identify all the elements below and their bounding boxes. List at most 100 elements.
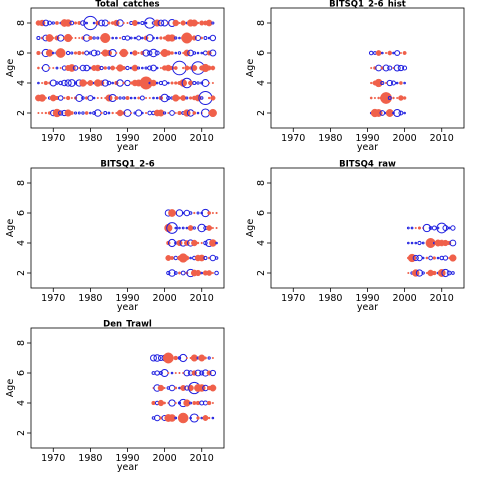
bubble-positive: [148, 96, 151, 100]
bubble-positive: [398, 95, 404, 101]
bubble-positive: [163, 401, 166, 405]
bubble-positive: [45, 34, 54, 42]
bubble-negative: [166, 222, 178, 234]
y-tick-label: 4: [16, 240, 27, 246]
bubble-positive: [206, 270, 212, 276]
y-tick-label: 6: [16, 370, 27, 376]
y-tick-label: 2: [16, 270, 27, 276]
y-tick-label: 6: [16, 210, 27, 216]
bubble-negative: [415, 269, 424, 277]
bubble-negative: [447, 226, 451, 230]
bubble-positive: [145, 96, 148, 100]
bubble-positive: [208, 81, 211, 85]
bubble-negative: [416, 254, 423, 262]
bubble-positive: [208, 108, 217, 118]
y-tick-label: 2: [16, 110, 27, 116]
bubble-negative: [209, 254, 217, 262]
bubble-negative: [410, 226, 414, 230]
bubble-positive: [137, 96, 141, 100]
bubble-negative: [194, 369, 202, 377]
x-tick-label: 1980: [78, 133, 102, 144]
bubble-positive: [54, 35, 60, 41]
y-tick-label: 8: [16, 20, 27, 26]
x-tick-label: 1980: [78, 293, 102, 304]
bubble-negative: [154, 50, 160, 56]
bubble-positive: [168, 414, 176, 422]
bubble-positive: [168, 34, 176, 42]
bubble-negative: [215, 241, 218, 245]
x-axis-label: year: [357, 142, 378, 153]
bubble-negative: [152, 96, 155, 100]
bubble-negative: [124, 35, 131, 41]
bubble-positive: [185, 356, 188, 360]
bubble-positive: [182, 66, 185, 70]
bubble-negative: [192, 80, 197, 86]
bubble-positive: [174, 401, 177, 405]
bubble-negative: [173, 255, 178, 261]
bubble-negative: [49, 79, 57, 87]
plot-frame: [270, 7, 465, 129]
bubble-negative: [96, 36, 100, 40]
bubble-negative: [145, 34, 154, 42]
bubble-negative: [181, 226, 185, 230]
panel-title: BITSQ4_raw: [339, 160, 396, 170]
y-tick-label: 4: [256, 80, 267, 86]
bubble-positive: [183, 109, 191, 117]
panel-2: BITSQ1_2-6_hist 1970 1980 1990 2000 2010 2 4 6 8 y…: [245, 0, 465, 153]
bubble-positive: [36, 50, 41, 56]
bubble-positive: [369, 96, 373, 100]
bubble-negative: [192, 51, 197, 55]
bubble-negative: [175, 209, 184, 217]
bubble-positive: [45, 49, 54, 57]
bubble-negative: [92, 111, 97, 115]
bubble-positive: [196, 241, 200, 245]
bubble-positive: [88, 35, 93, 41]
bubble-negative: [125, 65, 130, 71]
bubble-negative: [98, 19, 105, 27]
bubble-negative: [214, 270, 219, 276]
bubble-positive: [407, 271, 410, 275]
bubble-negative: [168, 269, 176, 277]
bubble-negative: [107, 111, 111, 115]
bubble-positive: [59, 66, 62, 70]
bubble-negative: [209, 369, 217, 377]
bubble-positive: [203, 356, 207, 360]
x-tick-label: 2000: [393, 133, 417, 144]
bubble-positive: [211, 401, 214, 405]
bubble-positive: [189, 36, 192, 40]
bubble-positive: [55, 21, 59, 25]
bubble-negative: [192, 226, 196, 230]
x-tick-label: 2000: [153, 453, 177, 464]
bubble-positive: [150, 79, 157, 87]
bubble-negative: [174, 51, 178, 55]
bubble-negative: [144, 21, 148, 25]
bubble-negative: [73, 111, 78, 115]
bubble-negative: [89, 66, 92, 70]
bubble-negative: [155, 36, 159, 40]
bubble-negative: [137, 21, 140, 25]
bubble-negative: [407, 241, 410, 245]
bubble-negative: [101, 79, 109, 87]
y-axis-label: Age: [5, 219, 16, 238]
bubble-positive: [119, 36, 122, 40]
bubble-positive: [174, 371, 177, 375]
bubble-positive: [191, 239, 198, 247]
bubble-negative: [417, 240, 422, 246]
bubble-negative: [153, 414, 161, 422]
bubble-negative: [68, 79, 76, 87]
bubble-positive: [178, 371, 181, 375]
bubble-negative: [207, 356, 211, 360]
bubble-series: [164, 208, 219, 278]
bubble-negative: [450, 225, 456, 231]
x-axis-label: year: [117, 302, 138, 313]
bubble-negative: [139, 95, 145, 101]
bubble-negative: [85, 21, 88, 25]
bubble-positive: [73, 21, 78, 25]
bubble-positive: [188, 80, 194, 86]
bubble-negative: [111, 36, 114, 40]
bubble-negative: [168, 384, 176, 392]
bubble-positive: [162, 352, 174, 364]
bubble-negative: [79, 64, 87, 72]
bubble-positive: [210, 95, 216, 101]
x-tick-label: 1990: [355, 133, 379, 144]
